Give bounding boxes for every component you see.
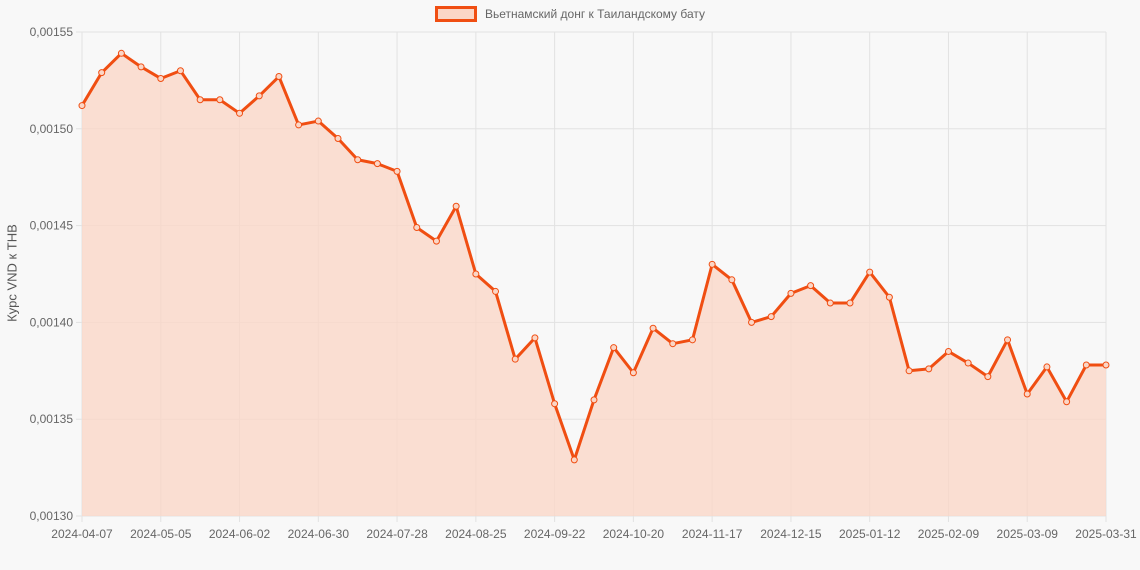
data-point[interactable] (393, 167, 401, 175)
legend-label: Вьетнамский донг к Таиландскому бату (484, 7, 706, 21)
y-tick-label: 0,00155 (30, 25, 74, 39)
data-point[interactable] (1004, 336, 1012, 344)
y-tick-label: 0,00145 (30, 219, 74, 233)
data-point[interactable] (570, 456, 578, 464)
x-tick-label: 2024-04-07 (51, 527, 113, 541)
data-point[interactable] (137, 63, 145, 71)
data-point[interactable] (176, 67, 184, 75)
y-tick-label: 0,00150 (30, 122, 74, 136)
data-point[interactable] (117, 49, 125, 57)
x-tick-label: 2024-12-15 (760, 527, 822, 541)
data-point[interactable] (1102, 361, 1110, 369)
data-point[interactable] (314, 117, 322, 125)
data-point[interactable] (787, 289, 795, 297)
data-point[interactable] (413, 224, 421, 232)
data-point[interactable] (925, 365, 933, 373)
x-tick-label: 2024-05-05 (130, 527, 192, 541)
data-point[interactable] (885, 293, 893, 301)
data-point[interactable] (944, 347, 952, 355)
data-point[interactable] (649, 324, 657, 332)
data-point[interactable] (78, 102, 86, 110)
data-point[interactable] (748, 318, 756, 326)
data-point[interactable] (807, 282, 815, 290)
data-point[interactable] (236, 109, 244, 117)
data-point[interactable] (196, 96, 204, 104)
data-point[interactable] (275, 73, 283, 81)
data-point[interactable] (669, 340, 677, 348)
data-point[interactable] (354, 156, 362, 164)
data-point[interactable] (846, 299, 854, 307)
data-point[interactable] (472, 270, 480, 278)
data-point[interactable] (511, 355, 519, 363)
data-point[interactable] (492, 287, 500, 295)
data-point[interactable] (531, 334, 539, 342)
data-point[interactable] (590, 396, 598, 404)
data-point[interactable] (432, 237, 440, 245)
data-point[interactable] (728, 276, 736, 284)
x-tick-label: 2024-10-20 (603, 527, 665, 541)
data-point[interactable] (708, 260, 716, 268)
data-point[interactable] (629, 369, 637, 377)
data-point[interactable] (1023, 390, 1031, 398)
data-point[interactable] (216, 96, 224, 104)
data-point[interactable] (157, 74, 165, 82)
data-point[interactable] (255, 92, 263, 100)
x-tick-label: 2024-06-30 (288, 527, 350, 541)
legend-swatch (434, 6, 477, 22)
x-tick-label: 2025-02-09 (918, 527, 980, 541)
data-point[interactable] (866, 268, 874, 276)
data-point[interactable] (98, 69, 106, 77)
data-point[interactable] (905, 367, 913, 375)
data-point[interactable] (295, 121, 303, 129)
x-tick-label: 2024-08-25 (445, 527, 507, 541)
data-point[interactable] (1082, 361, 1090, 369)
data-point[interactable] (373, 160, 381, 168)
data-point[interactable] (1043, 363, 1051, 371)
legend[interactable]: Вьетнамский донг к Таиландскому бату (0, 6, 1140, 22)
x-tick-label: 2024-07-28 (366, 527, 428, 541)
y-tick-label: 0,00130 (30, 509, 74, 523)
data-point[interactable] (1063, 398, 1071, 406)
data-point[interactable] (826, 299, 834, 307)
data-point[interactable] (767, 313, 775, 321)
data-point[interactable] (688, 336, 696, 344)
x-tick-label: 2024-11-17 (682, 527, 743, 541)
data-point[interactable] (334, 134, 342, 142)
data-point[interactable] (984, 373, 992, 381)
data-point[interactable] (551, 400, 559, 408)
series-area (82, 53, 1106, 517)
x-tick-label: 2024-06-02 (209, 527, 271, 541)
x-tick-label: 2025-03-31 (1075, 527, 1137, 541)
data-point[interactable] (964, 359, 972, 367)
x-tick-label: 2025-03-09 (997, 527, 1059, 541)
x-tick-label: 2024-09-22 (524, 527, 586, 541)
y-tick-label: 0,00135 (30, 412, 74, 426)
data-point[interactable] (452, 202, 460, 210)
y-tick-label: 0,00140 (30, 315, 74, 329)
data-point[interactable] (610, 344, 618, 352)
x-tick-label: 2025-01-12 (839, 527, 901, 541)
